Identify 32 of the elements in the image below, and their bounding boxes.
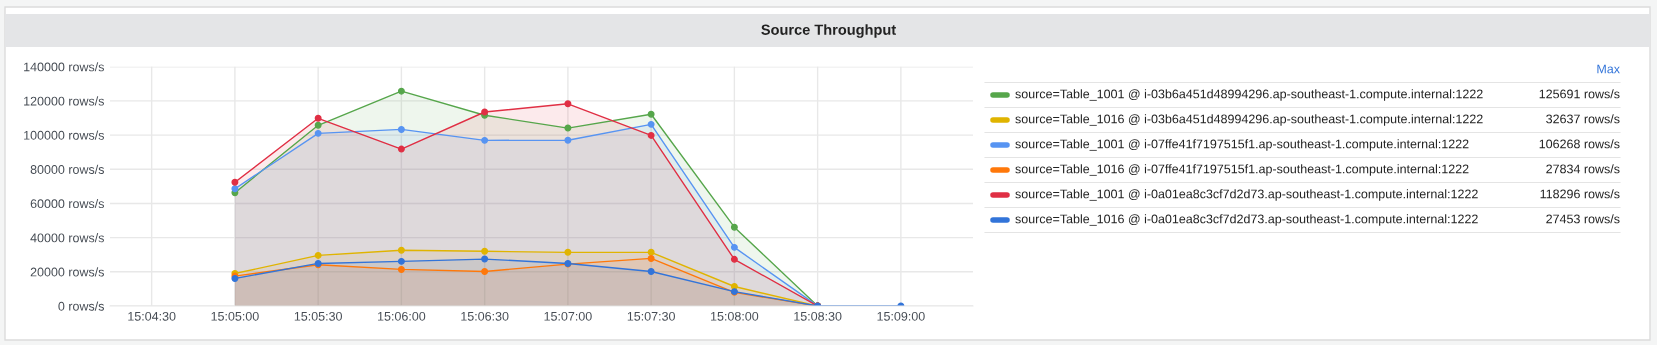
- legend-title: Max: [1597, 64, 1620, 74]
- legend-label: source=Table_1001 @ i-07ffe41f7197515f1.ap-southeast-1.compute.internal:1222: [1015, 139, 1469, 151]
- text: 125691 rows/s: [1539, 89, 1620, 99]
- y-tick-label: 20000 rows/s: [30, 267, 104, 277]
- text: 32637 rows/s: [1546, 114, 1620, 124]
- legend-label: source=Table_1001 @ i-0a01ea8c3cf7d2d73.ap-southeast-1.compute.internal:1222: [1015, 189, 1478, 201]
- x-tick-label: 15:08:30: [794, 311, 842, 321]
- x-tick-label: 15:09:00: [877, 311, 925, 321]
- x-tick-label: 15:07:30: [627, 311, 675, 321]
- text: 27834 rows/s: [1546, 164, 1620, 174]
- chart-title: Source Throughput: [761, 24, 896, 38]
- x-tick-label: 15:05:00: [211, 311, 259, 321]
- y-tick-label: 80000 rows/s: [30, 164, 104, 174]
- legend-label: source=Table_1016 @ i-0a01ea8c3cf7d2d73.ap-southeast-1.compute.internal:1222: [1015, 214, 1478, 226]
- x-tick-label: 15:08:00: [711, 311, 759, 321]
- legend-label: source=Table_1001 @ i-03b6a451d48994296.ap-southeast-1.compute.internal:1222: [1015, 89, 1483, 101]
- x-tick-label: 15:07:00: [544, 311, 592, 321]
- x-tick-label: 15:04:30: [128, 311, 176, 321]
- text: 118296 rows/s: [1540, 189, 1620, 199]
- y-tick-label: 100000 rows/s: [24, 130, 104, 140]
- text: 27453 rows/s: [1546, 214, 1620, 224]
- legend-label: source=Table_1016 @ i-03b6a451d48994296.ap-southeast-1.compute.internal:1222: [1015, 114, 1483, 126]
- x-tick-label: 15:05:30: [294, 311, 342, 321]
- y-tick-label: 40000 rows/s: [30, 233, 104, 243]
- y-tick-label: 120000 rows/s: [24, 96, 104, 106]
- legend-label: source=Table_1016 @ i-07ffe41f7197515f1.ap-southeast-1.compute.internal:1222: [1015, 164, 1469, 176]
- y-tick-label: 0 rows/s: [58, 301, 104, 311]
- y-tick-label: 60000 rows/s: [30, 198, 104, 209]
- text: 106268 rows/s: [1539, 139, 1620, 149]
- x-tick-label: 15:06:30: [461, 311, 509, 321]
- y-tick-label: 140000 rows/s: [24, 62, 104, 72]
- x-tick-label: 15:06:00: [378, 311, 426, 321]
